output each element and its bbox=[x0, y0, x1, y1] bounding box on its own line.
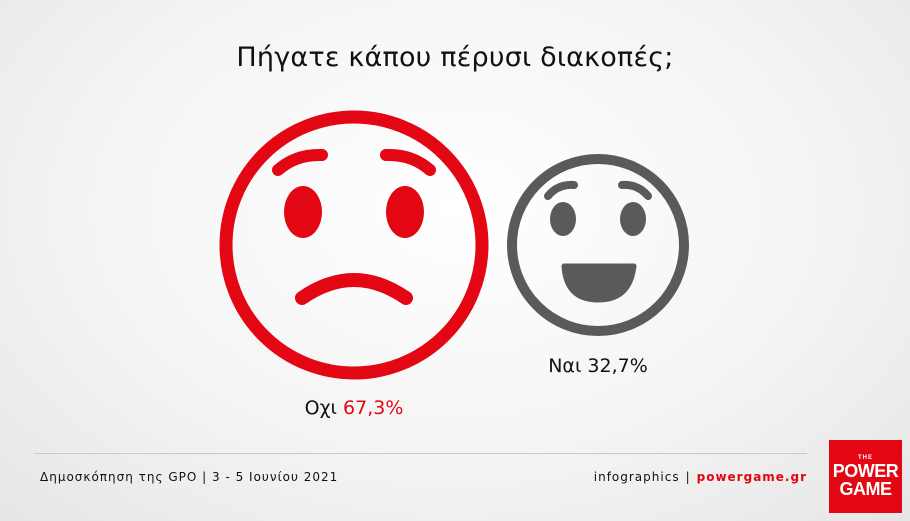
sad-face-mouth bbox=[295, 273, 413, 305]
footer-credit: infographics | powergame.gr bbox=[594, 470, 807, 484]
sad-face-left-eye bbox=[284, 186, 322, 238]
powergame-logo: THE POWER GAME bbox=[829, 440, 902, 513]
sad-face-left-brow bbox=[272, 148, 328, 176]
sad-face-right-eye bbox=[386, 186, 424, 238]
happy-face-icon bbox=[507, 154, 689, 336]
chart-title: Πήγατε κάπου πέρυσι διακοπές; bbox=[236, 42, 674, 73]
happy-face-outline bbox=[507, 154, 689, 336]
footer-site-link[interactable]: powergame.gr bbox=[696, 470, 807, 484]
caption-yes-value: 32,7% bbox=[587, 355, 647, 377]
sad-face-icon bbox=[219, 110, 489, 380]
caption-yes: Ναι 32,7% bbox=[548, 355, 648, 377]
logo-line-1: POWER bbox=[832, 461, 899, 481]
happy-face-right-brow bbox=[618, 180, 652, 200]
happy-face-left-eye bbox=[550, 202, 576, 236]
caption-no-value: 67,3% bbox=[343, 397, 403, 419]
footer-source: Δημοσκόπηση της GPO | 3 - 5 Ιουνίου 2021 bbox=[40, 470, 339, 484]
caption-yes-label: Ναι bbox=[548, 355, 581, 377]
footer-divider bbox=[34, 453, 807, 454]
caption-no: Οχι 67,3% bbox=[305, 397, 404, 419]
logo-line-2: GAME bbox=[839, 479, 893, 499]
footer-separator: | bbox=[685, 470, 691, 484]
happy-face-left-brow bbox=[544, 180, 578, 200]
sad-face-outline bbox=[219, 110, 489, 380]
happy-face-mouth bbox=[561, 263, 637, 303]
footer-credit-label: infographics bbox=[593, 470, 680, 484]
caption-no-label: Οχι bbox=[305, 397, 337, 419]
sad-face-right-brow bbox=[380, 148, 436, 176]
happy-face-right-eye bbox=[620, 202, 646, 236]
logo-small-text: THE bbox=[858, 455, 873, 461]
